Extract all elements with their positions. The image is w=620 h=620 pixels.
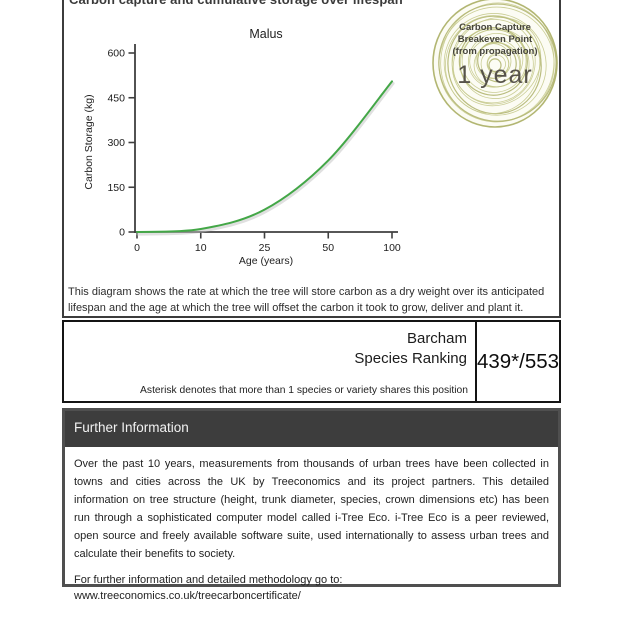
- svg-text:600: 600: [107, 48, 125, 60]
- ranking-label-cell: Barcham Species Ranking Asterisk denotes…: [64, 322, 475, 401]
- badge-text: Carbon Capture Breakeven Point (from pro…: [429, 22, 561, 89]
- svg-text:Carbon Storage (kg): Carbon Storage (kg): [83, 94, 95, 189]
- svg-text:300: 300: [107, 137, 125, 149]
- methodology-link-prefix: For further information and detailed met…: [74, 574, 343, 586]
- svg-text:150: 150: [107, 182, 125, 194]
- methodology-link-line: For further information and detailed met…: [74, 572, 549, 604]
- species-ranking-panel: Barcham Species Ranking Asterisk denotes…: [62, 320, 561, 403]
- badge-line-1: Carbon Capture: [459, 22, 531, 33]
- ranking-value: 439*/553: [476, 349, 560, 373]
- breakeven-value: 1 year: [457, 61, 533, 89]
- page-title: Carbon capture and cumulative storage ov…: [69, 0, 559, 7]
- svg-text:450: 450: [107, 92, 125, 104]
- svg-text:100: 100: [383, 242, 401, 254]
- ranking-footnote: Asterisk denotes that more than 1 specie…: [140, 385, 468, 396]
- svg-text:50: 50: [322, 242, 334, 254]
- ranking-value-cell: 439*/553: [475, 322, 559, 401]
- badge-line-2: Breakeven Point: [457, 34, 533, 45]
- svg-text:0: 0: [119, 227, 125, 239]
- further-information-text: Over the past 10 years, measurements fro…: [74, 458, 549, 560]
- svg-text:Malus: Malus: [249, 27, 282, 41]
- chart-description: This diagram shows the rate at which the…: [68, 286, 545, 314]
- svg-text:0: 0: [134, 242, 140, 254]
- ranking-label-line-1: Barcham: [406, 330, 467, 347]
- ranking-label: Barcham Species Ranking: [354, 329, 467, 369]
- svg-text:25: 25: [259, 242, 271, 254]
- carbon-storage-chart: Malus Age (years) Carbon Storage (kg) 0 150 3…: [83, 27, 401, 267]
- methodology-link[interactable]: www.treeconomics.co.uk/treecarboncertifi…: [74, 590, 301, 602]
- further-information-panel: Further Information Over the past 10 yea…: [62, 408, 561, 602]
- further-information-header: Further Information: [65, 411, 558, 447]
- breakeven-badge: Carbon Capture Breakeven Point (from pro…: [429, 0, 561, 132]
- tree-rings-icon: [432, 0, 558, 128]
- svg-text:Age (years): Age (years): [239, 255, 293, 267]
- further-information-body: Over the past 10 years, measurements fro…: [65, 447, 558, 604]
- ranking-label-line-2: Species Ranking: [354, 350, 467, 367]
- svg-text:10: 10: [195, 242, 207, 254]
- badge-line-3: (from propagation): [452, 46, 538, 57]
